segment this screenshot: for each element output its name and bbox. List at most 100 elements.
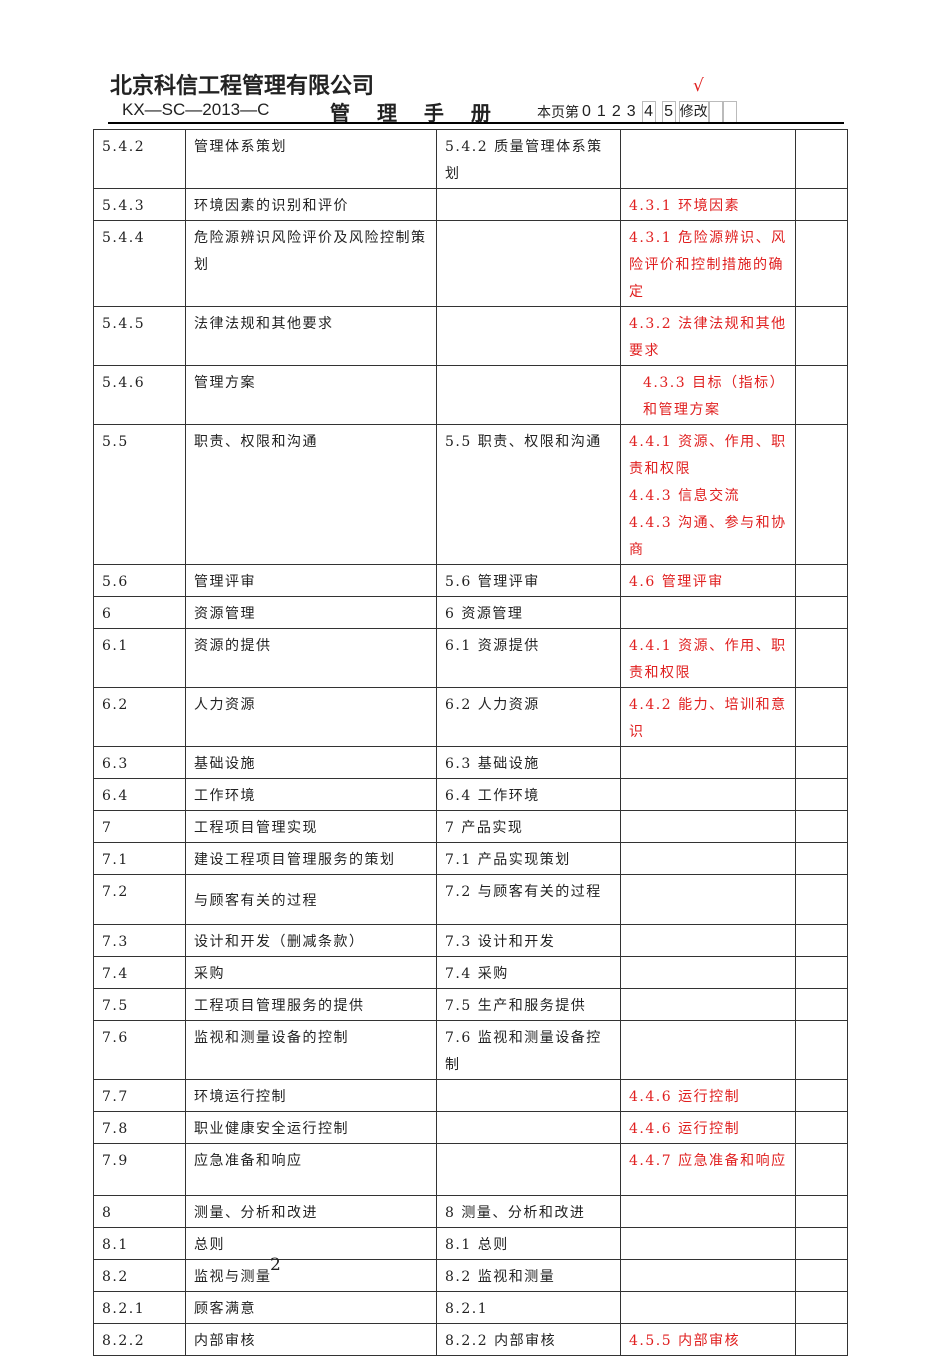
table-row: 6 资源管理 6 资源管理 — [93, 596, 848, 629]
iso9001-clause: 7.1 产品实现策划 — [436, 842, 621, 875]
rev-digit: 1 — [596, 103, 606, 120]
clause-number: 8 — [93, 1195, 186, 1228]
table-row: 5.4.6 管理方案 4.3.3 目标（指标）和管理方案 — [93, 365, 848, 425]
clause-table: 5.4.2 管理体系策划 5.4.2 质量管理体系策划 5.4.3 环境因素的识别和评价… — [93, 129, 848, 1356]
table-row: 5.4.3 环境因素的识别和评价 4.3.1 环境因素 — [93, 188, 848, 221]
clause-title: 环境因素的识别和评价 — [185, 188, 437, 221]
iso9001-clause: 7.2 与顾客有关的过程 — [436, 874, 621, 925]
clause-number: 7.3 — [93, 924, 186, 957]
clause-number: 5.4.6 — [93, 365, 186, 425]
clause-title: 基础设施 — [185, 746, 437, 779]
clause-number: 7.6 — [93, 1020, 186, 1080]
iso14001-ohsas-clause — [620, 1227, 796, 1260]
rev-digit: 3 — [626, 103, 636, 120]
remarks — [795, 1323, 848, 1356]
clause-number: 7.8 — [93, 1111, 186, 1144]
iso14001-ohsas-clause: 4.4.6 运行控制 — [620, 1079, 796, 1112]
clause-number: 6 — [93, 596, 186, 629]
clause-title: 监视和测量设备的控制 — [185, 1020, 437, 1080]
iso14001-ohsas-clause: 4.4.1 资源、作用、职责和权限 — [620, 628, 796, 688]
remarks — [795, 129, 848, 189]
clause-title: 测量、分析和改进 — [185, 1195, 437, 1228]
iso14001-ohsas-clause — [620, 924, 796, 957]
clause-title: 顾客满意 — [185, 1291, 437, 1324]
clause-title: 职业健康安全运行控制 — [185, 1111, 437, 1144]
clause-number: 5.5 — [93, 424, 186, 565]
table-row: 7.7 环境运行控制 4.4.6 运行控制 — [93, 1079, 848, 1112]
clause-title: 设计和开发（删减条款） — [185, 924, 437, 957]
clause-number: 5.4.4 — [93, 220, 186, 307]
iso14001-ohsas-clause: 4.3.1 环境因素 — [620, 188, 796, 221]
iso14001-ohsas-clause — [620, 778, 796, 811]
clause-title: 法律法规和其他要求 — [185, 306, 437, 366]
clause-title: 人力资源 — [185, 687, 437, 747]
iso14001-ohsas-clause: 4.4.7 应急准备和响应 — [620, 1143, 796, 1196]
table-row: 6.3 基础设施 6.3 基础设施 — [93, 746, 848, 779]
clause-title: 职责、权限和沟通 — [185, 424, 437, 565]
revision-label: 本页第 — [537, 105, 579, 121]
remarks — [795, 1020, 848, 1080]
clause-title: 工程项目管理服务的提供 — [185, 988, 437, 1021]
iso9001-clause: 5.5 职责、权限和沟通 — [436, 424, 621, 565]
clause-title: 管理方案 — [185, 365, 437, 425]
table-row: 7.4 采购 7.4 采购 — [93, 956, 848, 989]
clause-title: 总则 — [185, 1227, 437, 1260]
iso14001-ohsas-clause — [620, 988, 796, 1021]
revision-suffix: 修改 — [678, 101, 709, 123]
iso9001-clause — [436, 1143, 621, 1196]
iso9001-clause: 8 测量、分析和改进 — [436, 1195, 621, 1228]
rev-digit: 5 — [661, 101, 676, 123]
iso14001-ohsas-clause: 4.3.3 目标（指标）和管理方案 — [620, 365, 796, 425]
clause-title: 管理体系策划 — [185, 129, 437, 189]
document-code: KX—SC—2013—C — [122, 100, 270, 119]
remarks — [795, 1079, 848, 1112]
iso9001-clause: 6.4 工作环境 — [436, 778, 621, 811]
clause-number: 7.7 — [93, 1079, 186, 1112]
iso14001-ohsas-clause: 4.3.2 法律法规和其他要求 — [620, 306, 796, 366]
clause-number: 7.2 — [93, 874, 186, 925]
iso9001-clause: 7.6 监视和测量设备控制 — [436, 1020, 621, 1080]
iso14001-ohsas-clause — [620, 810, 796, 843]
iso9001-clause: 8.2.1 — [436, 1291, 621, 1324]
clause-number: 7.4 — [93, 956, 186, 989]
clause-title: 应急准备和响应 — [185, 1143, 437, 1196]
table-row: 5.4.4 危险源辨识风险评价及风险控制策划 4.3.1 危险源辨识、风险评价和控制… — [93, 220, 848, 307]
clause-number: 7.5 — [93, 988, 186, 1021]
iso14001-ohsas-clause: 4.4.6 运行控制 — [620, 1111, 796, 1144]
clause-number: 6.1 — [93, 628, 186, 688]
clause-number: 8.1 — [93, 1227, 186, 1260]
table-row: 8.2.1 顾客满意 8.2.1 — [93, 1291, 848, 1324]
rev-empty-box — [722, 101, 737, 123]
iso14001-ohsas-clause — [620, 874, 796, 925]
iso14001-ohsas-clause: 4.4.2 能力、培训和意识 — [620, 687, 796, 747]
check-mark: √ — [693, 76, 704, 96]
clause-title: 资源的提供 — [185, 628, 437, 688]
table-row: 7.6 监视和测量设备的控制 7.6 监视和测量设备控制 — [93, 1020, 848, 1080]
clause-number: 7.9 — [93, 1143, 186, 1196]
iso14001-ohsas-clause — [620, 1291, 796, 1324]
iso9001-clause — [436, 1079, 621, 1112]
remarks — [795, 306, 848, 366]
remarks — [795, 988, 848, 1021]
table-row: 7.1 建设工程项目管理服务的策划 7.1 产品实现策划 — [93, 842, 848, 875]
table-row: 7.2 与顾客有关的过程 7.2 与顾客有关的过程 — [93, 874, 848, 925]
page-number: 2 — [270, 1255, 281, 1275]
remarks — [795, 564, 848, 597]
table-row: 6.1 资源的提供 6.1 资源提供 4.4.1 资源、作用、职责和权限 — [93, 628, 848, 688]
table-row: 5.4.2 管理体系策划 5.4.2 质量管理体系策划 — [93, 129, 848, 189]
iso14001-ohsas-clause: 4.4.1 资源、作用、职责和权限 4.4.3 信息交流 4.4.3 沟通、参与… — [620, 424, 796, 565]
remarks — [795, 1195, 848, 1228]
table-row: 7.3 设计和开发（删减条款） 7.3 设计和开发 — [93, 924, 848, 957]
table-row: 5.6 管理评审 5.6 管理评审 4.6 管理评审 — [93, 564, 848, 597]
iso14001-ohsas-clause — [620, 129, 796, 189]
remarks — [795, 746, 848, 779]
table-row: 7.8 职业健康安全运行控制 4.4.6 运行控制 — [93, 1111, 848, 1144]
rev-empty-box — [708, 101, 723, 123]
clause-number: 5.4.5 — [93, 306, 186, 366]
clause-title: 建设工程项目管理服务的策划 — [185, 842, 437, 875]
remarks — [795, 842, 848, 875]
iso14001-ohsas-clause — [620, 746, 796, 779]
table-row: 6.2 人力资源 6.2 人力资源 4.4.2 能力、培训和意识 — [93, 687, 848, 747]
clause-title: 工作环境 — [185, 778, 437, 811]
clause-number: 5.4.2 — [93, 129, 186, 189]
